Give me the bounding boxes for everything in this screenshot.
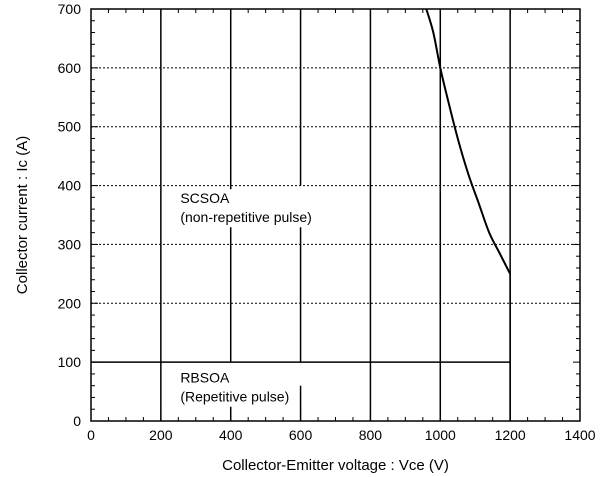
y-tick-label: 200 xyxy=(58,295,82,311)
x-tick-label: 1000 xyxy=(425,427,456,443)
plot-frame xyxy=(90,8,581,422)
x-tick-label: 0 xyxy=(87,427,95,443)
y-tick-label: 500 xyxy=(58,119,82,135)
label-layer: 0 200 400 600 800 1000 1200 1400 0 100 200 300 400 50… xyxy=(58,1,596,443)
x-axis-title: Collector-Emitter voltage : Vce (V) xyxy=(222,457,449,474)
x-tick-label: 600 xyxy=(289,427,313,443)
annotation-0-line-1: (non-repetitive pulse) xyxy=(180,209,312,225)
y-tick-label: 600 xyxy=(58,60,82,76)
boundary-layer xyxy=(91,273,511,421)
x-tick-label: 1400 xyxy=(564,427,595,443)
x-tick-label: 400 xyxy=(219,427,243,443)
y-tick-label: 300 xyxy=(58,236,82,252)
annotation-1-line-0: RBSOA xyxy=(180,370,230,386)
annotation-1: RBSOA (Repetitive pulse) xyxy=(177,368,293,407)
y-tick-label: 400 xyxy=(58,178,82,194)
x-tick-label: 1200 xyxy=(495,427,526,443)
y-tick-label: 700 xyxy=(58,1,82,17)
x-tick-label: 200 xyxy=(149,427,173,443)
tick-layer xyxy=(90,8,581,422)
annotation-0-line-0: SCSOA xyxy=(180,190,230,206)
annotation-0: SCSOA (non-repetitive pulse) xyxy=(177,189,315,228)
annotation-1-line-1: (Repetitive pulse) xyxy=(180,389,289,405)
y-tick-label: 0 xyxy=(73,413,81,429)
series-layer xyxy=(425,8,512,275)
y-tick-label: 100 xyxy=(58,354,82,370)
scsoa-curve-0 xyxy=(425,8,512,275)
annotation-layer: SCSOA (non-repetitive pulse) RBSOA (Repetit… xyxy=(177,189,315,407)
y-axis-title: Collector current : Ic (A) xyxy=(14,136,31,294)
annotation-1-background xyxy=(177,368,293,407)
annotation-0-background xyxy=(177,189,315,228)
x-tick-label: 800 xyxy=(359,427,383,443)
grid-layer xyxy=(91,9,580,421)
